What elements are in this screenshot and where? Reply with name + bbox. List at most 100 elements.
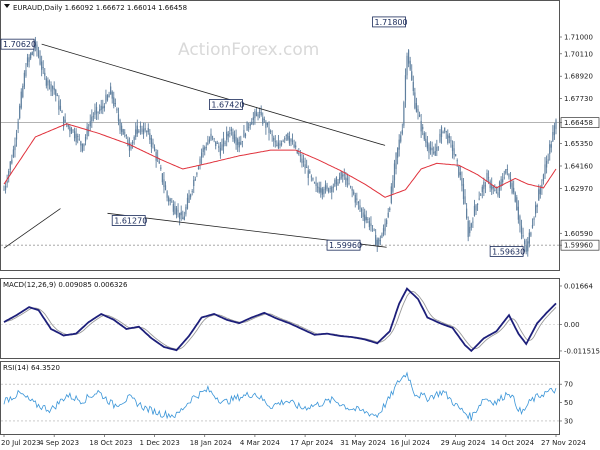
candle-body [476, 203, 479, 205]
candle-body [246, 121, 248, 131]
macd-panel-frame [0, 278, 560, 359]
candle-body [179, 212, 181, 219]
y-tick-label: -0.011515 [564, 347, 600, 355]
candle-body [376, 239, 378, 245]
candle-body [492, 186, 494, 189]
candle-body [280, 143, 283, 145]
candle-body [92, 115, 94, 117]
candle-body [190, 194, 192, 198]
candle-body [53, 87, 55, 91]
candle-body [329, 187, 331, 189]
candle-body [401, 130, 403, 134]
candle-body [338, 177, 341, 181]
candle-body [169, 199, 171, 201]
candle-body [527, 241, 529, 252]
candle-body [133, 137, 135, 141]
candle-body [356, 198, 358, 200]
candle-body [403, 102, 405, 126]
candle-body [293, 144, 295, 148]
candle-body [455, 154, 457, 157]
candle-body [273, 137, 275, 141]
candle-body [62, 116, 65, 127]
x-tick-label: 17 Apr 2024 [290, 439, 334, 447]
y-tick-label: 0.00 [564, 321, 580, 329]
rsi-line [3, 371, 557, 421]
candle-body [205, 147, 207, 148]
trendline [3, 208, 61, 249]
candle-body [500, 179, 502, 187]
x-tick-label: 16 Jul 2024 [390, 439, 430, 447]
candle-body [360, 208, 363, 212]
candle-body [75, 133, 77, 142]
candle-body [59, 105, 62, 110]
candle-body [404, 75, 407, 101]
candle-body [260, 112, 262, 115]
candle-body [149, 133, 151, 140]
y-tick-label: 0.01664 [564, 282, 593, 290]
candle-body [331, 187, 333, 193]
candle-body [481, 186, 483, 193]
candle-body [489, 181, 491, 189]
candle-body [437, 146, 439, 148]
x-tick-label: 27 Nov 2024 [541, 439, 586, 447]
candle-body [486, 172, 488, 182]
candle-body [44, 72, 46, 76]
candle-body [100, 105, 102, 110]
y-tick-label: 1.68920 [564, 73, 593, 81]
candle-body [23, 72, 25, 87]
candle-body [263, 119, 265, 120]
candle-body [110, 86, 112, 95]
candle-body [97, 111, 99, 113]
candle-body [364, 214, 366, 222]
candle-body [480, 194, 482, 196]
candle-body [367, 218, 369, 220]
candle-body [99, 109, 101, 112]
candle-body [445, 130, 447, 133]
candle-body [320, 187, 322, 193]
candle-body [378, 238, 380, 245]
candle-body [33, 48, 35, 52]
candle-body [78, 138, 80, 140]
candle-body [77, 136, 79, 137]
candle-body [473, 205, 476, 217]
candle-body [422, 126, 424, 130]
collapse-triangle-icon[interactable] [4, 4, 10, 8]
price-layer: 1.70620 1.71800 1.67420 1.61270 1.59960 1.596… [0, 16, 559, 257]
candle-body [436, 146, 438, 152]
candle-body [22, 85, 24, 98]
candle-body [135, 129, 137, 137]
candle-body [328, 188, 330, 193]
candle-body [15, 133, 18, 140]
price-annotation-box [372, 16, 406, 28]
candle-body [544, 164, 546, 175]
candle-body [456, 160, 458, 162]
candle-body [470, 223, 472, 228]
candle-body [153, 147, 156, 151]
candle-body [69, 126, 71, 132]
x-tick-label: 31 May 2024 [340, 439, 386, 447]
candle-body [395, 152, 397, 169]
candle-body [414, 92, 416, 109]
candle-body [332, 186, 334, 188]
candle-body [42, 67, 44, 68]
candle-body [58, 100, 60, 110]
candle-body [72, 129, 74, 131]
price-annotation: 1.70620 [3, 40, 36, 49]
candle-body [429, 147, 432, 151]
moving-average-line [3, 123, 557, 198]
candle-body [323, 189, 325, 195]
candle-body [458, 166, 460, 177]
axis-layer: 1.71000 1.70110 1.68920 1.67730 1.65350 1.641… [1, 34, 600, 448]
candle-body [155, 152, 157, 161]
candle-body [70, 128, 73, 134]
candle-body [418, 114, 421, 117]
candle-body [136, 125, 138, 134]
candle-body [497, 192, 499, 196]
x-tick-label: 29 Aug 2024 [441, 439, 486, 447]
candle-body [494, 189, 496, 191]
candle-body [248, 126, 250, 128]
x-tick-label: 4 Sep 2023 [39, 439, 79, 447]
candle-body [307, 170, 309, 178]
y-tick-label: 1.62970 [564, 185, 593, 193]
